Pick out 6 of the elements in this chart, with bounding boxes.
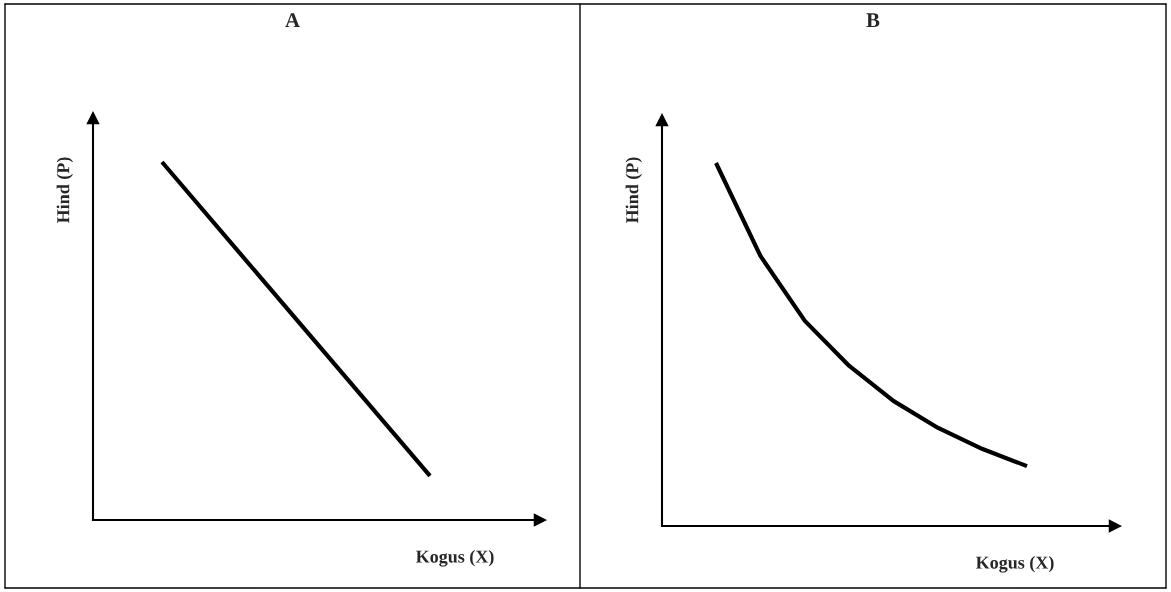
chart-title: B <box>866 13 880 28</box>
chart-title: A <box>285 13 300 28</box>
x-axis-title: Kogus (X) <box>975 556 1054 573</box>
y-axis-title: Hind (P) <box>56 157 73 224</box>
y-axis-title: Hind (P) <box>625 157 642 224</box>
x-axis-title: Kogus (X) <box>415 550 494 567</box>
